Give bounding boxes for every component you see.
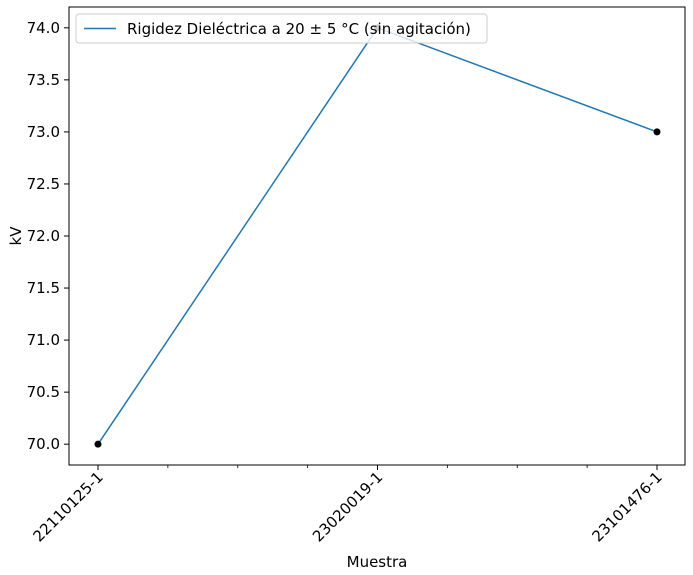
legend-label: Rigidez Dieléctrica a 20 ± 5 °C (sin agi… <box>127 20 471 38</box>
y-tick-label: 71.0 <box>27 331 60 349</box>
y-tick-label: 70.0 <box>27 435 60 453</box>
legend-box <box>75 13 488 44</box>
legend: Rigidez Dieléctrica a 20 ± 5 °C (sin agi… <box>75 13 488 44</box>
y-tick-label: 73.0 <box>27 123 60 141</box>
y-tick-label: 72.5 <box>27 175 60 193</box>
data-point <box>94 440 102 448</box>
y-tick-label: 72.0 <box>27 227 60 245</box>
y-tick-label: 73.5 <box>27 71 60 89</box>
y-axis-label: kV <box>7 226 25 246</box>
data-point <box>653 128 661 136</box>
y-tick-label: 70.5 <box>27 383 60 401</box>
x-axis-label: Muestra <box>347 553 408 571</box>
y-tick-label: 74.0 <box>27 19 60 37</box>
y-tick-label: 71.5 <box>27 279 60 297</box>
y-axis: 70.0 70.5 71.0 71.5 72.0 72.5 73.0 73.5 74.0 <box>27 19 69 453</box>
